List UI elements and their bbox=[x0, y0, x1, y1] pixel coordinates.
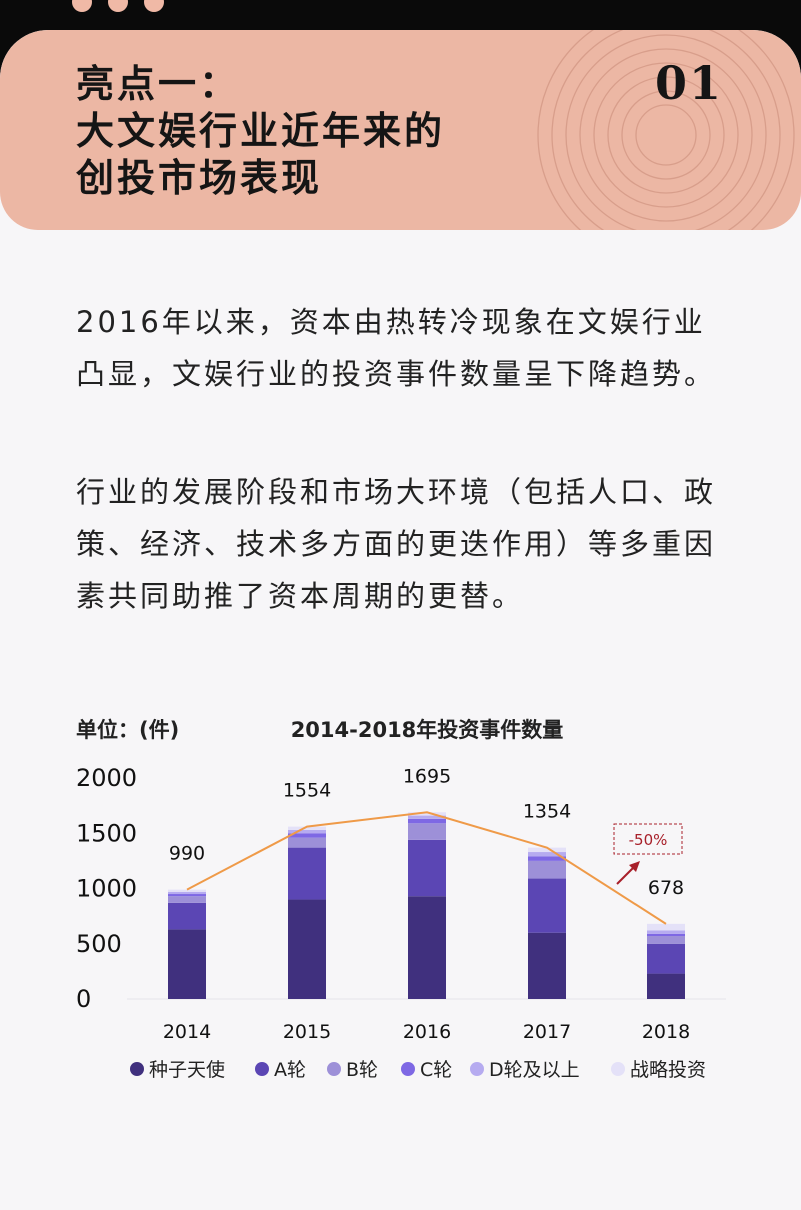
x-tick-label: 2014 bbox=[163, 1021, 211, 1043]
header-banner: 亮点一： 大文娱行业近年来的 创投市场表现 01 bbox=[0, 30, 801, 230]
bar-segment bbox=[168, 891, 206, 895]
legend-label: C轮 bbox=[420, 1059, 452, 1081]
window-dot bbox=[108, 0, 128, 12]
bar-segment bbox=[288, 833, 326, 838]
bar-segment bbox=[528, 856, 566, 861]
legend-label: A轮 bbox=[274, 1059, 306, 1081]
bar-segment bbox=[408, 896, 446, 999]
bar-segment bbox=[647, 933, 685, 937]
bar-segment bbox=[288, 829, 326, 834]
y-tick-label: 0 bbox=[76, 985, 91, 1013]
legend-marker bbox=[130, 1062, 144, 1076]
bar-segment bbox=[168, 896, 206, 903]
legend-marker bbox=[327, 1062, 341, 1076]
investment-events-chart: 单位：(件) 2014-2018年投资事件数量 0 500 1000 1500 2000 20… bbox=[76, 718, 726, 1081]
x-tick-label: 2015 bbox=[283, 1021, 331, 1043]
bar-segment bbox=[168, 889, 206, 892]
bar-segment bbox=[168, 902, 206, 930]
y-tick-label: 1000 bbox=[76, 875, 137, 903]
x-tick-label: 2018 bbox=[642, 1021, 690, 1043]
legend-label: B轮 bbox=[346, 1059, 378, 1081]
total-label: 1354 bbox=[523, 801, 571, 823]
page-title: 亮点一： 大文娱行业近年来的 创投市场表现 bbox=[76, 60, 445, 201]
unit-label: 单位：(件) bbox=[76, 718, 179, 742]
bar-segment bbox=[408, 823, 446, 840]
total-label: 1695 bbox=[403, 765, 451, 787]
title-line: 创投市场表现 bbox=[76, 155, 323, 200]
window-dot bbox=[144, 0, 164, 12]
legend-marker bbox=[255, 1062, 269, 1076]
legend-marker bbox=[470, 1062, 484, 1076]
legend-marker bbox=[401, 1062, 415, 1076]
total-label: 990 bbox=[169, 843, 205, 865]
y-tick-label: 500 bbox=[76, 930, 122, 958]
bar-segment bbox=[647, 923, 685, 931]
total-label: 678 bbox=[648, 877, 684, 899]
bar-segment bbox=[528, 852, 566, 857]
legend-label: 战略投资 bbox=[630, 1059, 706, 1081]
annotation-label: -50% bbox=[629, 831, 668, 849]
y-tick-label: 2000 bbox=[76, 764, 137, 792]
total-label: 1554 bbox=[283, 780, 331, 802]
bar-segment bbox=[408, 818, 446, 824]
bar-segment bbox=[168, 929, 206, 999]
legend-label: 种子天使 bbox=[149, 1059, 225, 1081]
bar-segment bbox=[288, 826, 326, 830]
decorative-rings-icon bbox=[537, 30, 795, 230]
title-line: 大文娱行业近年来的 bbox=[76, 108, 446, 153]
x-tick-label: 2016 bbox=[403, 1021, 451, 1043]
bar-segment bbox=[408, 812, 446, 816]
window-dot bbox=[72, 0, 92, 12]
bar-segment bbox=[288, 837, 326, 848]
annotation-arrowhead bbox=[629, 861, 640, 872]
legend-marker bbox=[611, 1062, 625, 1076]
bar-segment bbox=[647, 973, 685, 999]
content-card: 亮点一： 大文娱行业近年来的 创投市场表现 01 2016年以来，资本由热转冷现… bbox=[0, 30, 801, 1210]
bar-segment bbox=[288, 847, 326, 900]
paragraph: 行业的发展阶段和市场大环境（包括人口、政策、经济、技术多方面的更迭作用）等多重因… bbox=[76, 475, 717, 613]
bar-segment bbox=[408, 815, 446, 819]
bar-segment bbox=[288, 899, 326, 999]
bar-segment bbox=[647, 930, 685, 934]
bar-segment bbox=[408, 839, 446, 897]
annotation-arrow bbox=[616, 865, 636, 885]
y-tick-label: 1500 bbox=[76, 819, 137, 847]
legend-label: D轮及以上 bbox=[489, 1059, 580, 1081]
annotation-box bbox=[613, 823, 683, 855]
bar-segment bbox=[647, 943, 685, 974]
bar-segment bbox=[528, 932, 566, 999]
chart-title: 2014-2018年投资事件数量 bbox=[291, 718, 564, 742]
bar-segment bbox=[647, 936, 685, 944]
title-line: 亮点一： bbox=[76, 61, 241, 106]
paragraph: 2016年以来，资本由热转冷现象在文娱行业凸显，文娱行业的投资事件数量呈下降趋势… bbox=[76, 305, 717, 391]
bar-segment bbox=[528, 847, 566, 853]
trend-line bbox=[186, 811, 667, 925]
section-number: 01 bbox=[654, 56, 723, 110]
bar-segment bbox=[168, 894, 206, 897]
bar-segment bbox=[528, 878, 566, 933]
x-tick-label: 2017 bbox=[523, 1021, 571, 1043]
bar-segment bbox=[528, 860, 566, 879]
